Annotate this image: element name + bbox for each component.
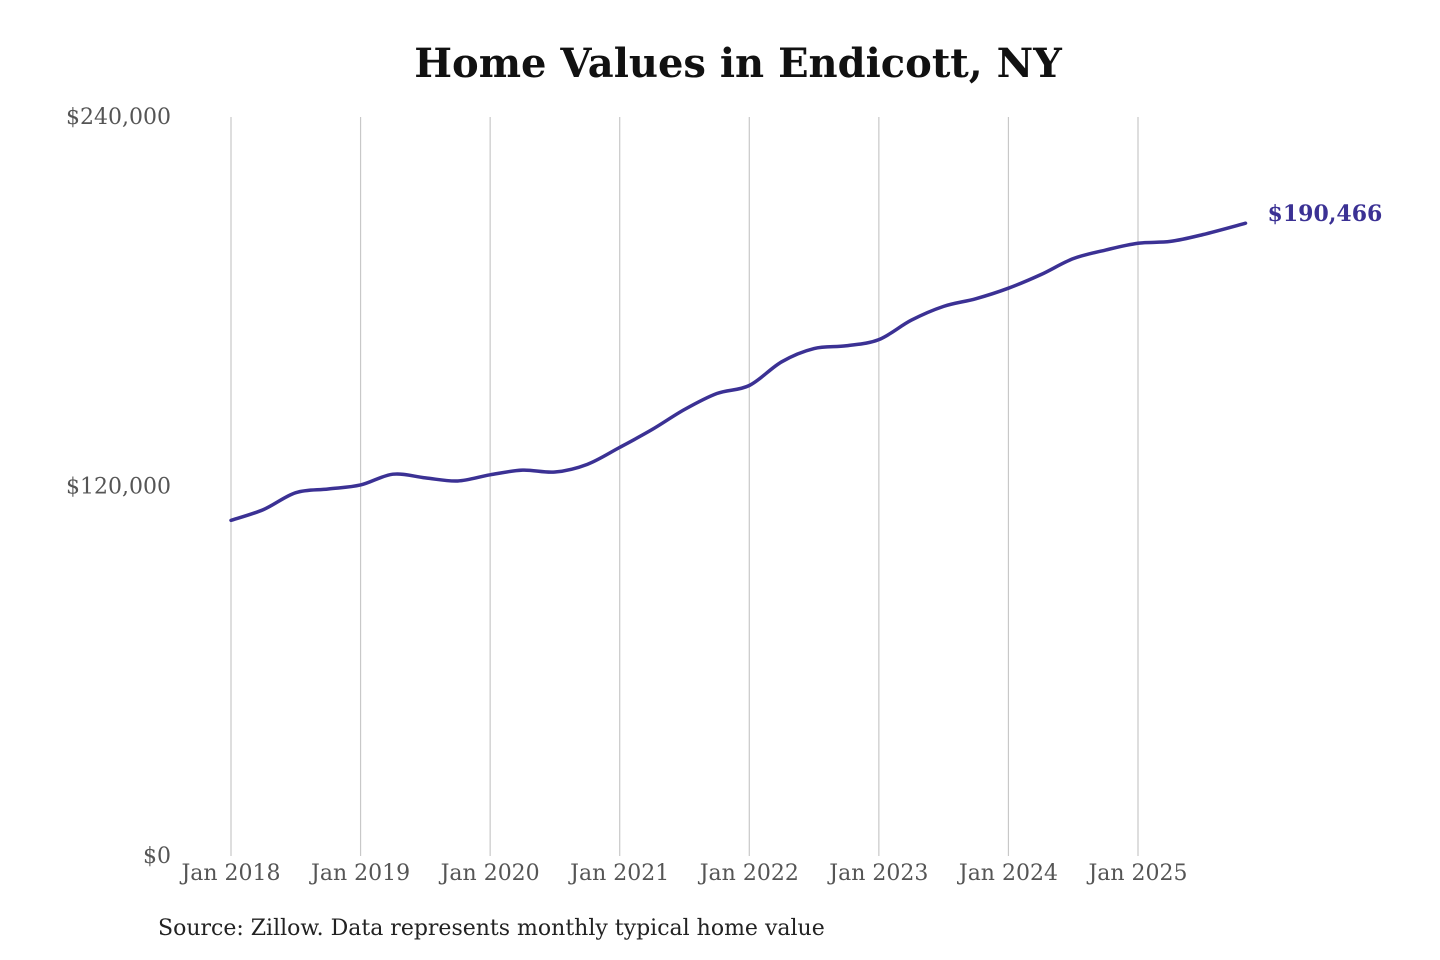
x-tick-label-7: Jan 2025 [1086,861,1187,886]
y-tick-label-1: $120,000 [66,475,171,500]
x-tick-label-1: Jan 2019 [309,861,410,886]
x-tick-label-3: Jan 2021 [568,861,669,886]
x-tick-label-6: Jan 2024 [957,861,1058,886]
y-tick-label-0: $0 [143,844,171,869]
gridlines [230,117,1139,856]
annotation-layer: $190,466 [1268,201,1383,227]
source-note: Source: Zillow. Data represents monthly … [158,916,825,941]
x-tick-label-4: Jan 2022 [698,861,799,886]
series-layer [229,221,1248,523]
x-axis-ticks: Jan 2018 Jan 2019 Jan 2020 Jan 2021 Jan 2022… [179,861,1187,886]
x-tick-label-0: Jan 2018 [179,861,280,886]
x-tick-label-2: Jan 2020 [439,861,540,886]
end-value-label: $190,466 [1268,201,1383,227]
y-axis-ticks: $0 $120,000 $240,000 [66,105,171,869]
x-tick-label-5: Jan 2023 [827,861,928,886]
chart-title: Home Values in Endicott, NY [414,40,1062,87]
series-line-home-value [229,221,1248,523]
y-tick-label-2: $240,000 [66,105,171,130]
